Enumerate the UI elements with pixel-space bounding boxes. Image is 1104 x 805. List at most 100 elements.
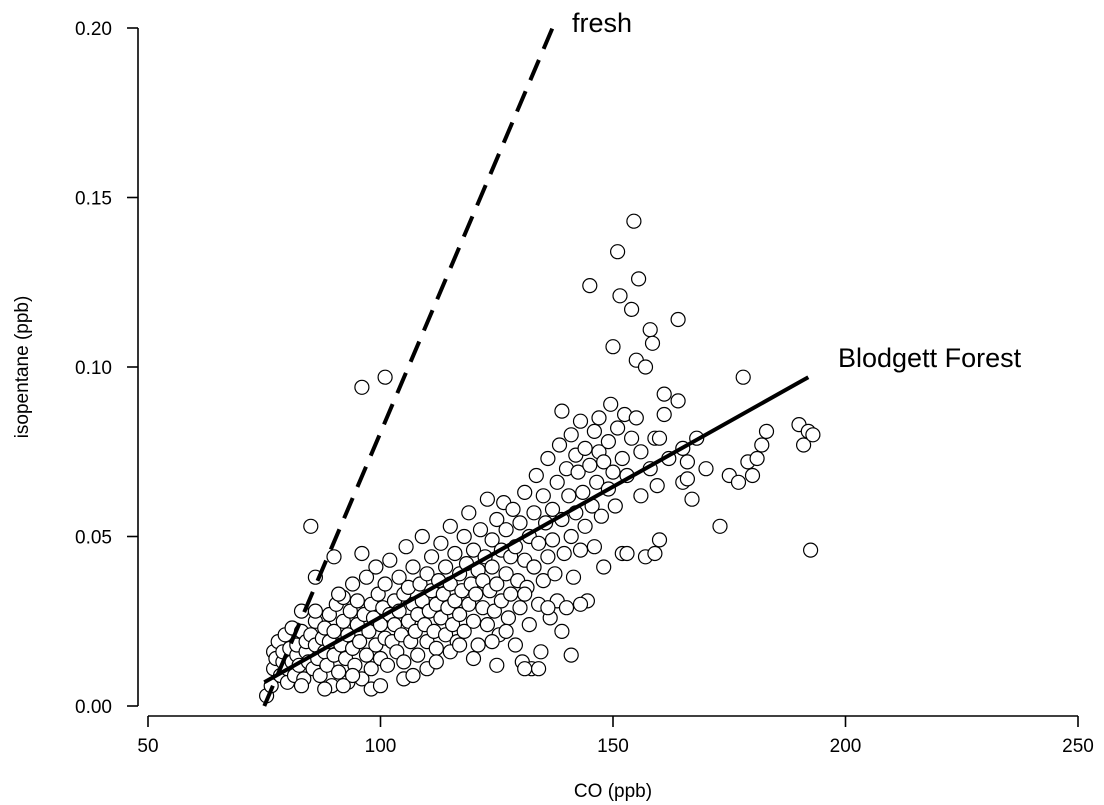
data-point bbox=[656, 406, 672, 423]
data-point bbox=[414, 528, 430, 545]
y-tick-label: 0.10 bbox=[75, 358, 112, 379]
data-point bbox=[517, 484, 533, 500]
data-point bbox=[570, 464, 586, 480]
data-point bbox=[623, 430, 640, 446]
data-point bbox=[484, 559, 500, 575]
data-point bbox=[563, 528, 579, 545]
data-point bbox=[563, 647, 579, 663]
data-point bbox=[628, 410, 644, 426]
data-point bbox=[498, 522, 514, 538]
y-tick-label: 0.15 bbox=[75, 189, 112, 210]
data-point bbox=[424, 549, 440, 565]
x-tick-label: 100 bbox=[365, 736, 397, 757]
data-point bbox=[535, 572, 551, 589]
data-point bbox=[540, 450, 556, 467]
x-tick-label: 250 bbox=[1062, 736, 1094, 757]
data-point bbox=[331, 664, 347, 680]
data-point bbox=[679, 454, 696, 470]
data-point bbox=[544, 501, 561, 517]
data-point bbox=[656, 386, 672, 402]
data-point bbox=[382, 552, 398, 568]
data-point bbox=[612, 288, 628, 304]
data-point bbox=[396, 654, 412, 670]
data-point bbox=[540, 549, 556, 565]
data-point bbox=[758, 423, 775, 439]
data-point bbox=[712, 518, 728, 534]
data-point bbox=[331, 586, 347, 602]
data-point bbox=[540, 600, 556, 616]
data-point bbox=[526, 559, 542, 575]
data-point bbox=[358, 569, 375, 585]
data-point bbox=[684, 491, 700, 507]
data-point bbox=[633, 444, 649, 460]
data-point bbox=[484, 532, 500, 548]
data-point bbox=[354, 545, 370, 562]
data-point bbox=[363, 661, 379, 677]
data-point bbox=[530, 661, 547, 677]
data-point bbox=[603, 396, 619, 412]
data-point bbox=[535, 488, 551, 504]
y-tick-label: 0.00 bbox=[75, 697, 112, 718]
data-point bbox=[377, 369, 393, 385]
data-point bbox=[698, 461, 714, 477]
data-point bbox=[572, 596, 589, 612]
data-point bbox=[558, 600, 575, 616]
data-point bbox=[730, 474, 747, 490]
data-point bbox=[547, 566, 563, 582]
data-point bbox=[586, 423, 603, 439]
data-points bbox=[259, 213, 821, 704]
data-point bbox=[596, 454, 612, 470]
data-point bbox=[563, 427, 579, 443]
x-tick-label: 50 bbox=[137, 736, 158, 757]
x-axis-title: CO (ppb) bbox=[574, 781, 652, 802]
data-point bbox=[517, 661, 533, 677]
data-point bbox=[465, 613, 482, 629]
data-point bbox=[554, 403, 570, 419]
data-point bbox=[379, 657, 396, 673]
data-point bbox=[549, 474, 565, 490]
data-point bbox=[556, 545, 572, 562]
data-point bbox=[498, 566, 514, 582]
data-point bbox=[670, 311, 686, 328]
data-point bbox=[670, 393, 686, 409]
data-point bbox=[345, 667, 361, 684]
data-point bbox=[577, 518, 593, 534]
data-point bbox=[512, 600, 528, 616]
data-point bbox=[335, 678, 351, 694]
data-point bbox=[551, 437, 568, 453]
data-point bbox=[528, 467, 544, 484]
data-point bbox=[565, 569, 582, 585]
data-point bbox=[465, 650, 482, 667]
data-point bbox=[649, 478, 665, 494]
data-point bbox=[633, 488, 649, 504]
data-point bbox=[609, 420, 626, 436]
data-point bbox=[591, 410, 607, 426]
data-point bbox=[442, 518, 458, 534]
data-point bbox=[377, 576, 393, 592]
data-point bbox=[352, 633, 368, 650]
y-tick-label: 0.20 bbox=[75, 19, 112, 40]
data-point bbox=[619, 545, 635, 562]
data-point bbox=[582, 457, 598, 473]
data-point bbox=[500, 610, 516, 626]
data-point bbox=[354, 379, 370, 395]
data-point bbox=[410, 647, 426, 663]
data-point bbox=[805, 427, 821, 443]
data-point bbox=[452, 637, 468, 653]
data-point bbox=[795, 437, 812, 453]
data-point bbox=[507, 637, 524, 653]
x-ticks: 50 100 150 200 250 bbox=[137, 716, 1094, 757]
x-tick-label: 200 bbox=[830, 736, 862, 757]
x-tick-label: 150 bbox=[597, 736, 629, 757]
data-point bbox=[637, 359, 654, 375]
annotation-blodgett-forest: Blodgett Forest bbox=[838, 343, 1022, 373]
data-point bbox=[391, 569, 407, 585]
data-point bbox=[468, 586, 484, 602]
data-point bbox=[644, 335, 661, 351]
data-point bbox=[372, 678, 389, 694]
data-point bbox=[405, 559, 421, 575]
data-point bbox=[605, 464, 621, 480]
data-point bbox=[605, 339, 621, 355]
data-point bbox=[503, 586, 519, 602]
